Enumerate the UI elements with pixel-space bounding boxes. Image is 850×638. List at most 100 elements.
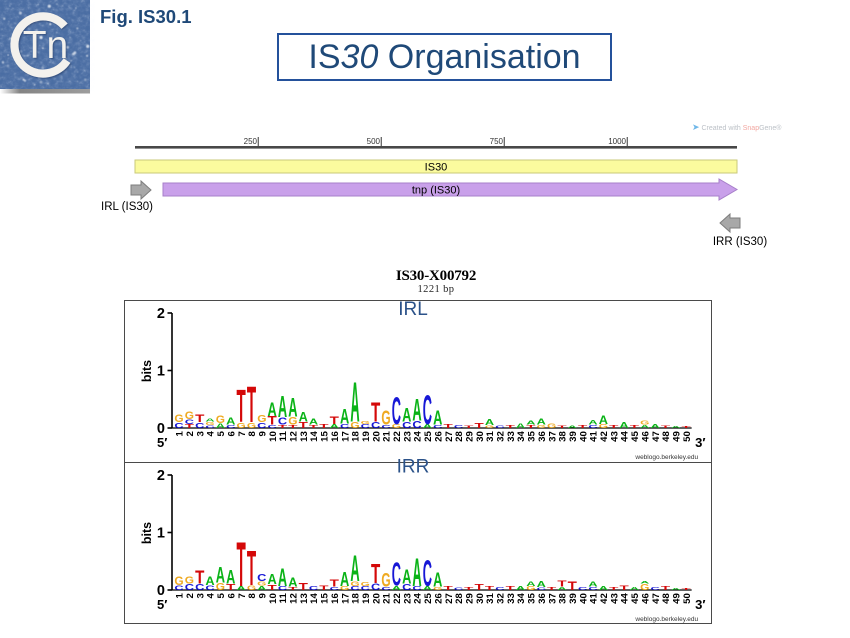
svg-text:A: A [599, 586, 608, 592]
svg-text:T: T [268, 414, 278, 427]
svg-text:37: 37 [547, 593, 558, 604]
svg-text:G: G [247, 584, 256, 592]
svg-text:T: T [547, 587, 557, 592]
svg-text:C: C [392, 556, 401, 593]
svg-text:24: 24 [413, 593, 424, 604]
svg-text:G: G [547, 422, 556, 430]
svg-text:C: C [361, 586, 370, 592]
svg-text:A: A [288, 576, 297, 590]
svg-text:bits: bits [140, 360, 154, 382]
svg-text:C: C [309, 586, 318, 592]
svg-text:28: 28 [454, 593, 465, 604]
svg-text:A: A [309, 418, 318, 427]
svg-text:C: C [381, 424, 390, 429]
svg-text:0: 0 [157, 421, 165, 437]
svg-text:G: G [640, 420, 649, 426]
svg-text:8: 8 [247, 593, 258, 599]
svg-text:5′: 5′ [157, 597, 167, 612]
svg-text:G: G [257, 580, 266, 586]
svg-text:31: 31 [485, 593, 496, 604]
svg-text:3′: 3′ [695, 435, 705, 450]
svg-text:T: T [557, 425, 567, 429]
svg-text:17: 17 [340, 431, 351, 442]
svg-text:14: 14 [309, 593, 320, 604]
svg-text:C: C [392, 390, 401, 433]
svg-text:46: 46 [640, 593, 651, 604]
svg-text:1: 1 [175, 431, 186, 437]
svg-text:C: C [454, 587, 464, 591]
svg-text:47: 47 [651, 431, 662, 442]
svg-text:C: C [371, 421, 380, 430]
svg-text:G: G [640, 583, 649, 592]
svg-text:47: 47 [651, 593, 662, 604]
svg-text:G: G [392, 424, 401, 429]
svg-text:1000: 1000 [608, 137, 626, 146]
svg-text:A: A [268, 399, 277, 420]
svg-text:A: A [340, 568, 349, 591]
svg-text:A: A [433, 407, 442, 430]
svg-text:A: A [433, 569, 442, 592]
svg-text:5: 5 [216, 431, 227, 437]
svg-text:49: 49 [672, 593, 683, 604]
svg-text:A: A [205, 574, 214, 587]
svg-text:A: A [299, 409, 308, 425]
svg-text:G: G [381, 571, 390, 591]
svg-text:IS30: IS30 [425, 162, 448, 174]
svg-text:A: A [402, 405, 411, 426]
svg-text:G: G [361, 582, 370, 587]
svg-text:A: A [268, 570, 277, 587]
svg-text:2: 2 [185, 431, 196, 436]
svg-text:G: G [185, 575, 194, 586]
svg-text:A: A [278, 391, 287, 425]
svg-text:A: A [630, 586, 639, 591]
svg-text:1: 1 [175, 593, 186, 599]
svg-text:T: T [226, 582, 236, 592]
svg-text:T: T [319, 423, 328, 429]
svg-text:T: T [661, 425, 671, 429]
svg-text:3: 3 [195, 431, 206, 436]
svg-text:A: A [412, 393, 421, 428]
svg-text:40: 40 [578, 593, 589, 604]
svg-text:18: 18 [351, 593, 362, 604]
svg-text:7: 7 [237, 431, 248, 436]
svg-text:C: C [340, 423, 349, 429]
svg-text:A: A [537, 418, 546, 427]
svg-text:T: T [247, 540, 256, 595]
svg-text:IRL (IS30): IRL (IS30) [101, 201, 153, 213]
svg-text:T: T [619, 584, 629, 591]
svg-text:T: T [371, 558, 381, 589]
svg-text:T: T [661, 586, 670, 591]
svg-text:A: A [423, 424, 432, 430]
svg-text:C: C [226, 424, 235, 429]
svg-text:15: 15 [320, 431, 331, 442]
svg-text:C: C [174, 422, 184, 431]
svg-text:24: 24 [413, 431, 424, 442]
svg-text:22: 22 [392, 431, 403, 442]
svg-text:IRL: IRL [398, 299, 428, 320]
svg-text:42: 42 [599, 593, 610, 604]
svg-text:Tn: Tn [23, 24, 69, 67]
svg-text:G: G [340, 586, 349, 591]
svg-text:12: 12 [289, 593, 300, 604]
svg-text:C: C [371, 583, 380, 593]
svg-text:5: 5 [216, 593, 227, 599]
svg-text:A: A [526, 581, 536, 588]
svg-text:C: C [433, 424, 442, 429]
svg-text:T: T [609, 587, 619, 592]
svg-text:41: 41 [589, 593, 600, 604]
svg-text:A: A [671, 588, 681, 591]
svg-text:33: 33 [506, 593, 517, 604]
svg-text:A: A [288, 393, 297, 422]
svg-text:C: C [268, 424, 277, 429]
svg-text:21: 21 [382, 431, 393, 442]
svg-text:25: 25 [423, 431, 434, 442]
svg-text:C: C [412, 420, 421, 430]
svg-text:C: C [588, 586, 597, 591]
svg-text:A: A [640, 581, 650, 585]
svg-text:39: 39 [568, 593, 579, 604]
svg-text:32: 32 [496, 431, 507, 442]
svg-text:C: C [257, 422, 267, 431]
svg-text:38: 38 [558, 431, 569, 442]
svg-text:G: G [350, 580, 359, 588]
svg-text:G: G [174, 575, 183, 588]
